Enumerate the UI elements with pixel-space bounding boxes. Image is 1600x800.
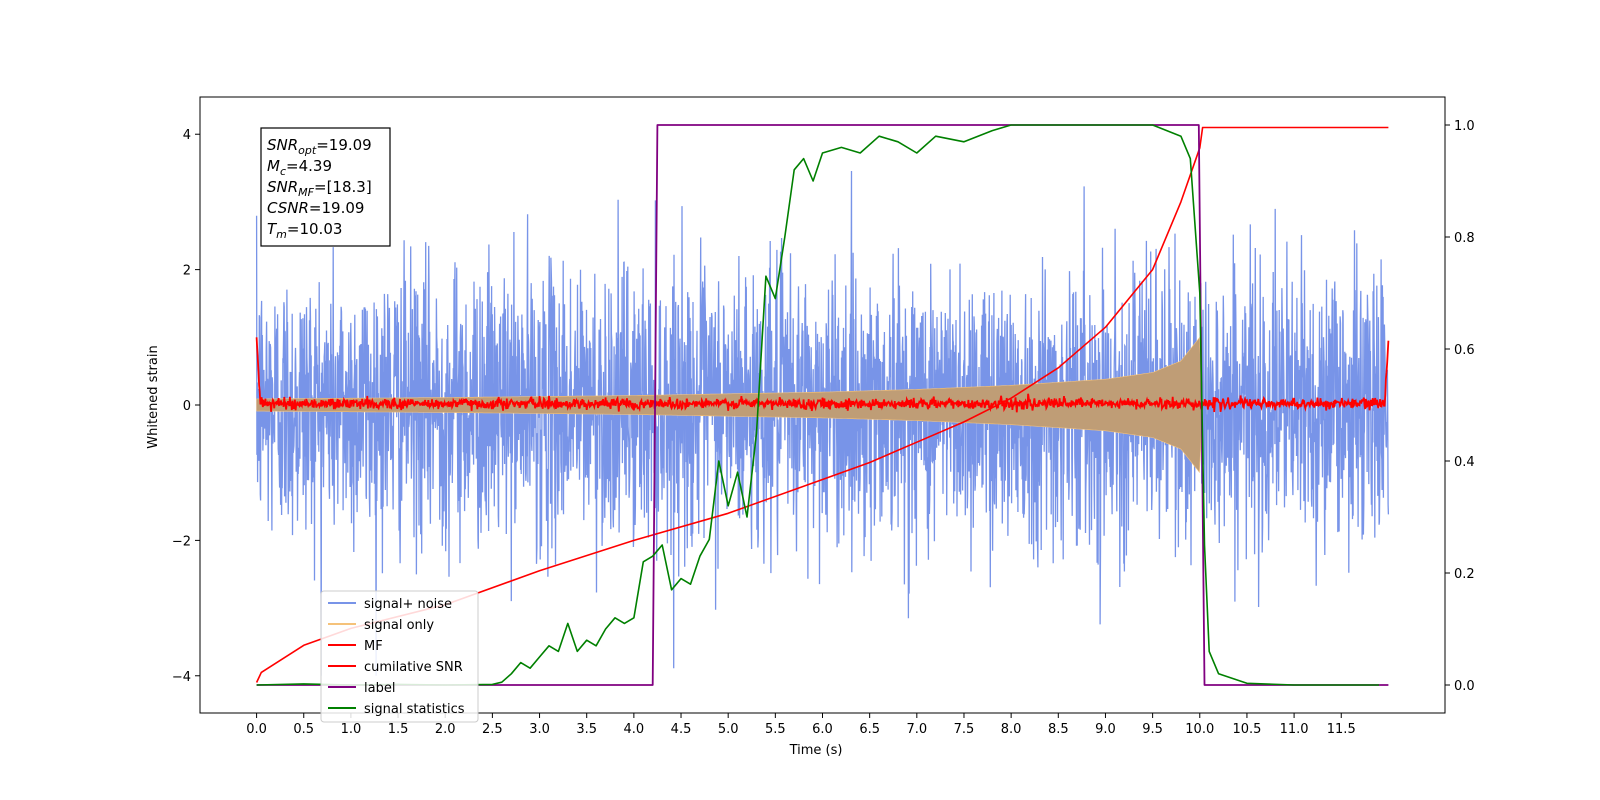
legend-entry: cumilative SNR bbox=[364, 660, 463, 675]
legend: signal+ noise signal only MF cumilative SNR… bbox=[320, 590, 479, 723]
x-tick-label: 2.0 bbox=[435, 722, 456, 737]
x-tick-label: 8.5 bbox=[1048, 722, 1069, 737]
x-tick-label: 9.0 bbox=[1095, 722, 1116, 737]
annotation-box: SNRopt=19.09Mc=4.39SNRMF=[18.3]CSNR=19.0… bbox=[260, 127, 391, 247]
y-tick-left-label: −4 bbox=[172, 670, 191, 685]
x-tick-label: 7.0 bbox=[906, 722, 927, 737]
x-axis-label: Time (s) bbox=[789, 743, 843, 758]
x-tick-label: 0.5 bbox=[293, 722, 314, 737]
x-tick-label: 1.5 bbox=[388, 722, 409, 737]
annotation-line: Mc=4.39 bbox=[267, 157, 332, 178]
x-tick-label: 0.0 bbox=[246, 722, 267, 737]
series-mf bbox=[255, 337, 1390, 414]
y-tick-left-label: 2 bbox=[183, 264, 191, 279]
x-tick-label: 11.5 bbox=[1327, 722, 1356, 737]
y-tick-left-label: 0 bbox=[183, 399, 191, 414]
y-tick-right-label: 0.8 bbox=[1454, 231, 1475, 246]
y-tick-right-label: 0.0 bbox=[1454, 679, 1475, 694]
x-tick-label: 3.0 bbox=[529, 722, 550, 737]
series-signal-statistics bbox=[256, 124, 1379, 686]
x-tick-label: 4.0 bbox=[624, 722, 645, 737]
annotation-frame bbox=[260, 127, 391, 247]
y-tick-left-label: −2 bbox=[172, 534, 191, 549]
x-tick-label: 5.0 bbox=[718, 722, 739, 737]
x-tick-label: 3.5 bbox=[576, 722, 597, 737]
y-tick-left-label: 4 bbox=[183, 128, 191, 143]
legend-entry: signal+ noise bbox=[364, 597, 452, 612]
legend-entry: MF bbox=[364, 639, 383, 654]
x-tick-label: 6.0 bbox=[812, 722, 833, 737]
legend-entry: signal statistics bbox=[364, 702, 465, 717]
y-tick-right-label: 0.6 bbox=[1454, 343, 1475, 358]
x-tick-label: 6.5 bbox=[859, 722, 880, 737]
x-tick-label: 10.0 bbox=[1185, 722, 1214, 737]
x-tick-label: 5.5 bbox=[765, 722, 786, 737]
x-tick-label: 11.0 bbox=[1280, 722, 1309, 737]
annotation-line: SNRMF=[18.3] bbox=[267, 178, 372, 199]
series-label bbox=[256, 124, 1389, 686]
plot-area bbox=[255, 124, 1390, 686]
x-tick-label: 10.5 bbox=[1232, 722, 1261, 737]
y-axis-label: Whitened strain bbox=[146, 345, 161, 448]
x-tick-label: 1.0 bbox=[341, 722, 362, 737]
x-tick-label: 4.5 bbox=[671, 722, 692, 737]
y-tick-right-label: 1.0 bbox=[1454, 119, 1475, 134]
annotation-line: Tm=10.03 bbox=[267, 220, 342, 241]
x-tick-label: 2.5 bbox=[482, 722, 503, 737]
x-tick-label: 8.0 bbox=[1001, 722, 1022, 737]
legend-entry: label bbox=[364, 681, 395, 696]
annotation-line: CSNR=19.09 bbox=[267, 199, 364, 217]
annotation-line: SNRopt=19.09 bbox=[267, 136, 372, 157]
legend-frame bbox=[320, 590, 479, 723]
x-tick-label: 7.5 bbox=[954, 722, 975, 737]
x-tick-label: 9.5 bbox=[1142, 722, 1163, 737]
axes: 0.0 0.5 1.0 1.5 2.0 2.5 3.0 3.5 4.0 4.5 5.0 5.5 6.0 6… bbox=[172, 96, 1475, 737]
y-tick-right-label: 0.4 bbox=[1454, 455, 1475, 470]
y-tick-right-label: 0.2 bbox=[1454, 567, 1475, 582]
legend-entry: signal only bbox=[364, 618, 434, 633]
